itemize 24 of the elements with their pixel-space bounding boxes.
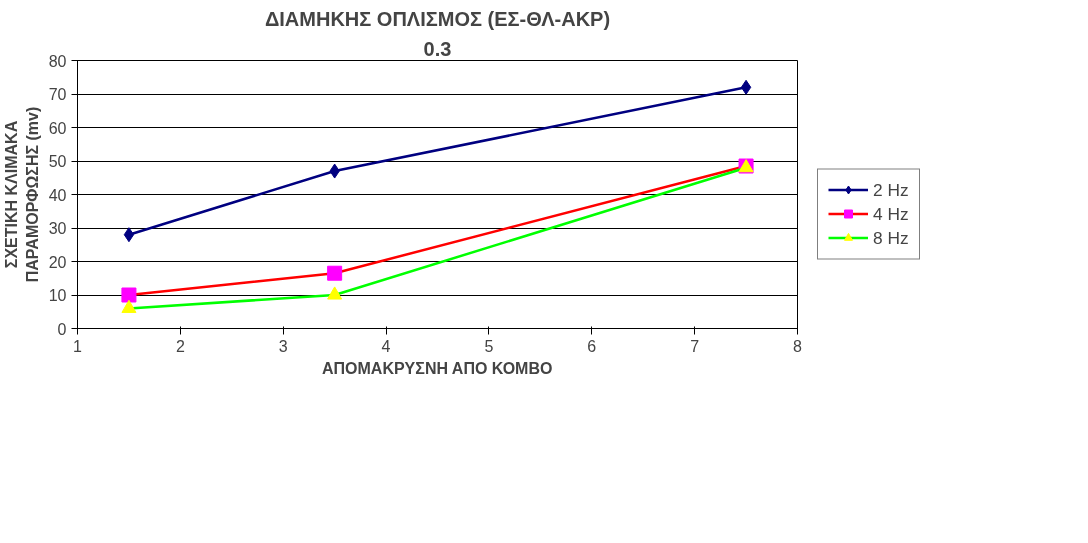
- y-tick-label: 0: [57, 320, 67, 338]
- x-tick-label: 3: [278, 337, 288, 355]
- x-tick-label: 7: [690, 337, 700, 355]
- x-tick-label: 4: [381, 337, 391, 355]
- y-tick-label: 30: [48, 220, 67, 237]
- chart-subtitle: 0.3: [423, 37, 452, 60]
- x-tick-label: 8: [793, 337, 803, 355]
- y-tick-label: 70: [48, 86, 67, 103]
- x-tick-label: 6: [587, 337, 597, 355]
- y-tick-label: 10: [48, 287, 67, 304]
- x-tick-label: 5: [484, 337, 494, 355]
- legend-label: 2 Hz: [873, 179, 909, 200]
- x-tick-label: 2: [175, 337, 185, 355]
- y-axis-title: ΣΧΕΤΙΚΗ ΚΛΙΜΑΚΑ ΠΑΡΑΜΟΡΦΩΣΗΣ (mv): [3, 106, 41, 283]
- y-tick-label: 20: [48, 253, 67, 271]
- x-tick-label: 1: [73, 337, 83, 355]
- legend-label: 8 Hz: [873, 227, 909, 248]
- y-tick-label: 50: [48, 153, 67, 170]
- chart-title: ΔΙΑΜΗΚΗΣ ΟΠΛΙΣΜΟΣ (ΕΣ-ΘΛ-ΑΚΡ): [264, 7, 611, 30]
- y-tick-label: 60: [48, 119, 67, 137]
- y-tick-label: 40: [48, 186, 67, 204]
- x-axis-title: ΑΠΟΜΑΚΡΥΣΝΗ ΑΠΟ ΚΟΜΒΟ: [321, 359, 553, 377]
- y-tick-label: 80: [48, 52, 67, 70]
- legend-label: 4 Hz: [873, 203, 909, 224]
